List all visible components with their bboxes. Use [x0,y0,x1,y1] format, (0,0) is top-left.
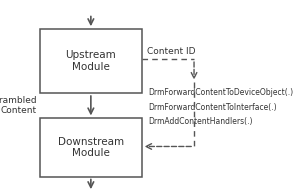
Text: DrmForwardContentToDeviceObject(.): DrmForwardContentToDeviceObject(.) [148,88,293,97]
Text: Content ID: Content ID [147,47,195,56]
Bar [40,29,142,93]
Bar [40,118,142,177]
Text: DrmForwardContentToInterface(.): DrmForwardContentToInterface(.) [148,103,277,112]
Text: Downstream
Module: Downstream Module [58,137,124,158]
Text: DrmAddContentHandlers(.): DrmAddContentHandlers(.) [148,117,252,126]
Text: Upstream
Module: Upstream Module [66,50,116,72]
Text: Unscrambled
Content: Unscrambled Content [0,96,37,115]
